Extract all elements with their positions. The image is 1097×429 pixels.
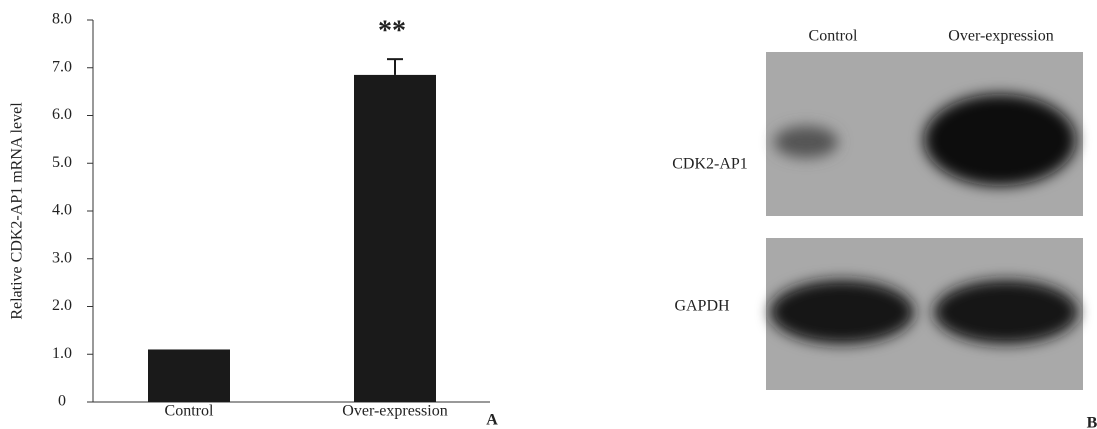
panel-label: B (1087, 415, 1097, 429)
x-tick-label: Over-expression (342, 403, 447, 420)
lane-label: Control (809, 28, 858, 45)
y-tick-label: 8.0 (52, 11, 72, 28)
band (934, 280, 1078, 344)
y-tick-label: 7.0 (52, 58, 72, 75)
y-tick-label: 6.0 (52, 106, 72, 123)
y-tick-label: 4.0 (52, 202, 72, 219)
y-tick-label: 2.0 (52, 297, 72, 314)
page: {"chart_data": {"type": "bar", "y_label"… (0, 0, 1097, 429)
row-label: GAPDH (674, 298, 730, 315)
y-axis-label: Relative CDK2-AP1 mRNA level (9, 102, 26, 320)
blot-panel (766, 238, 1083, 390)
band (774, 126, 838, 158)
panel-label: A (486, 412, 498, 429)
y-tick-label: 3.0 (52, 249, 72, 266)
bar (354, 75, 436, 402)
y-tick-label: 1.0 (52, 345, 72, 362)
row-label: CDK2-AP1 (672, 156, 748, 173)
band (924, 94, 1076, 186)
lane-label: Over-expression (948, 28, 1053, 45)
bar (148, 349, 230, 402)
x-tick-label: Control (165, 403, 214, 420)
y-tick-label: 5.0 (52, 154, 72, 171)
y-tick-label: 0 (58, 393, 66, 410)
blot-panel (766, 52, 1083, 216)
significance-mark: ** (378, 15, 406, 46)
figure: Relative CDK2-AP1 mRNA level ** A Contro… (0, 0, 1097, 429)
error-bar (387, 59, 403, 75)
band (770, 280, 914, 344)
